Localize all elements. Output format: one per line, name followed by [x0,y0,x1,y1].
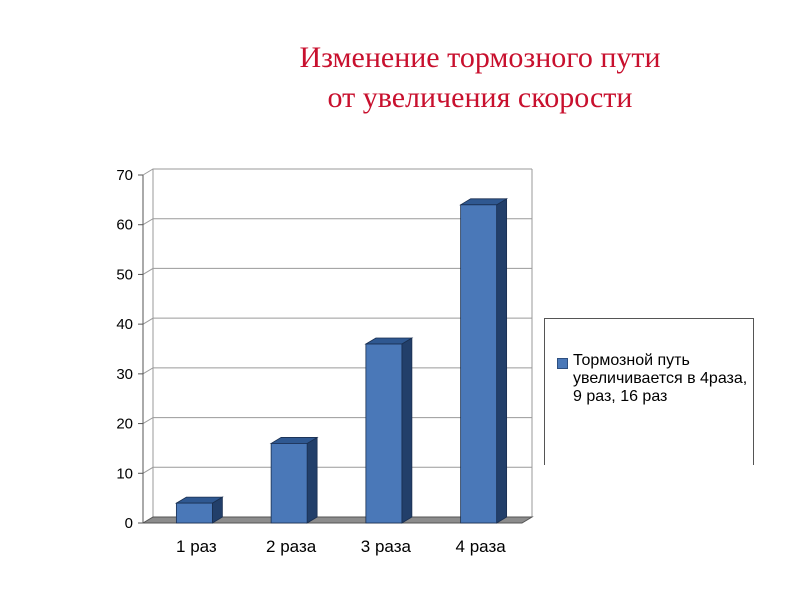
y-tick-label: 60 [116,217,133,234]
x-axis-ticks: 1 раз 2 раза 3 раза 4 раза [176,537,506,556]
x-tick-label: 3 раза [361,537,412,556]
gridline [142,168,532,176]
bars [174,198,509,524]
bar [365,343,403,524]
legend-label: Тормозной путь увеличивается в 4раза, 9 … [573,352,748,405]
bar-side [401,337,413,524]
legend: Тормозной путь увеличивается в 4раза, 9 … [544,318,754,465]
chart-title-line-1: Изменение тормозного пути [299,41,661,74]
y-tick-label: 50 [116,266,133,283]
y-tick-label: 30 [116,366,133,383]
bar-side [496,198,508,524]
x-tick-label: 2 раза [266,537,317,556]
chart-title: Изменение тормозного пути от увеличения … [180,38,780,118]
y-tick-label: 40 [116,316,133,333]
y-tick-label: 20 [116,416,133,433]
x-tick-label: 1 раз [176,537,217,556]
chart-title-line-2: от увеличения скорости [327,81,633,114]
bar [270,443,308,524]
y-tick-label: 10 [116,465,133,482]
y-tick-label: 70 [116,167,133,184]
bar-side [306,436,318,524]
chart-walls [142,169,533,523]
legend-swatch [557,358,568,369]
y-tick-label: 0 [125,515,133,532]
bar [175,502,213,524]
bar [460,204,498,524]
x-tick-label: 4 раза [456,537,507,556]
y-axis-ticks: 0 10 20 30 40 50 60 70 [116,167,143,532]
